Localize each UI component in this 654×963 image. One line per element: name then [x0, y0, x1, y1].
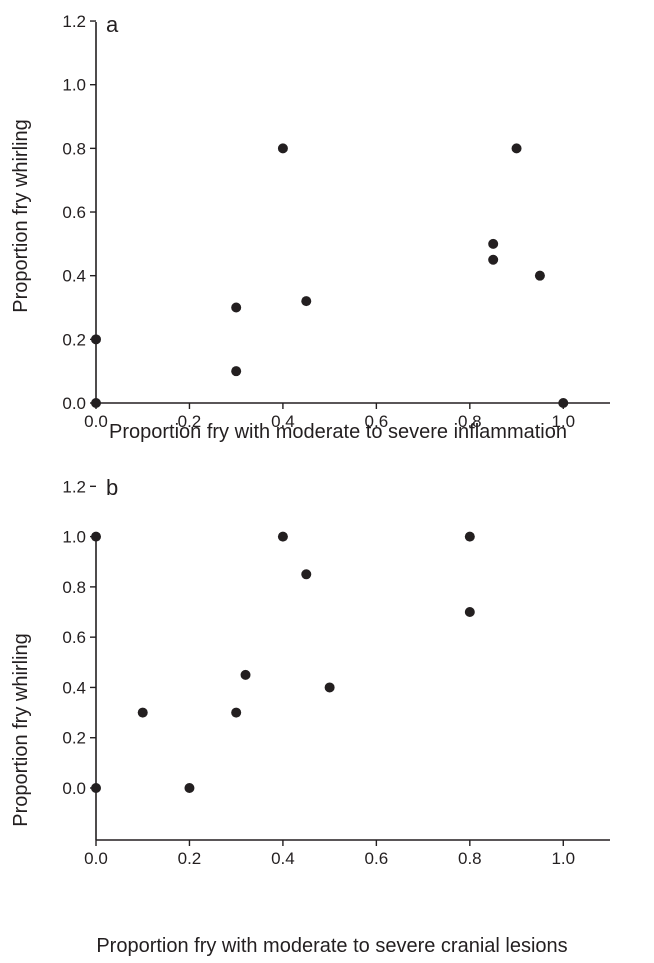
data-point: [464, 607, 475, 618]
panel-b-ticks: 0.0 0.2 0.4 0.6 0.8 1.0 1.2 0.0 0.2 0.4 0.6 0.8 1.0: [62, 477, 575, 868]
y-tick-label: 0.4: [62, 678, 86, 697]
data-point: [91, 783, 101, 793]
x-tick-label: 0.6: [365, 412, 389, 431]
x-tick-label: 0.0: [84, 412, 108, 431]
y-tick-label: 0.8: [62, 578, 86, 597]
y-tick-label: 0.2: [62, 330, 86, 349]
panel-b-axes: [95, 536, 610, 841]
panel-a: a 0.0 0.2 0.4 0.6 0.8 1.0 1.2 0.0 0.2 0.4 0.6 0.8 1.…: [10, 12, 610, 443]
y-tick-label: 0.0: [62, 394, 86, 413]
data-point: [464, 531, 475, 542]
panel-a-x-axis-title: Proportion fry with moderate to severe i…: [109, 421, 567, 443]
y-tick-label: 0.0: [62, 779, 86, 798]
data-point: [277, 531, 288, 542]
panel-a-axes: [95, 22, 610, 404]
panel-a-letter: a: [106, 12, 119, 37]
data-point: [488, 238, 499, 249]
panel-b-points: [91, 531, 475, 793]
y-tick-label: 1.2: [62, 12, 86, 31]
y-tick-label: 0.2: [62, 729, 86, 748]
data-point: [277, 143, 288, 154]
panel-b: b 0.0 0.2 0.4 0.6 0.8 1.0 1.2 0.0 0.2 0.4 0.6 0.8 1.…: [10, 475, 610, 957]
data-point: [301, 569, 312, 580]
x-tick-label: 0.2: [178, 849, 202, 868]
x-tick-label: 0.2: [178, 412, 202, 431]
x-tick-label: 0.6: [365, 849, 389, 868]
y-tick-label: 1.2: [62, 477, 86, 496]
panel-a-ticks: 0.0 0.2 0.4 0.6 0.8 1.0 1.2 0.0 0.2 0.4 0.6 0.8 1.0: [62, 12, 575, 431]
panel-b-letter: b: [106, 475, 118, 500]
x-tick-label: 0.4: [271, 849, 295, 868]
panel-a-points: [91, 143, 569, 408]
x-tick-label: 0.4: [271, 412, 295, 431]
data-point: [488, 254, 499, 265]
data-point: [137, 707, 148, 718]
panel-b-x-axis-title: Proportion fry with moderate to severe c…: [96, 935, 567, 957]
x-tick-label: 0.8: [458, 412, 482, 431]
data-point: [301, 296, 312, 307]
x-tick-label: 0.0: [84, 849, 108, 868]
x-tick-label: 0.8: [458, 849, 482, 868]
y-tick-label: 0.4: [62, 267, 86, 286]
data-point: [558, 398, 569, 408]
data-point: [231, 707, 242, 718]
data-point: [240, 669, 251, 680]
x-tick-label: 1.0: [551, 849, 575, 868]
data-point: [91, 531, 101, 542]
data-point: [91, 334, 101, 345]
panel-a-y-axis-title: Proportion fry whirling: [10, 119, 32, 312]
data-point: [511, 143, 522, 154]
panel-b-y-axis-title: Proportion fry whirling: [10, 633, 32, 826]
y-tick-label: 1.0: [62, 528, 86, 547]
data-point: [324, 682, 335, 693]
x-tick-label: 1.0: [551, 412, 575, 431]
data-point: [231, 366, 242, 377]
data-point: [184, 783, 195, 793]
y-tick-label: 0.8: [62, 139, 86, 158]
data-point: [91, 398, 101, 408]
data-point: [534, 270, 545, 281]
y-tick-label: 1.0: [62, 76, 86, 95]
data-point: [231, 302, 242, 313]
y-tick-label: 0.6: [62, 203, 86, 222]
y-tick-label: 0.6: [62, 628, 86, 647]
